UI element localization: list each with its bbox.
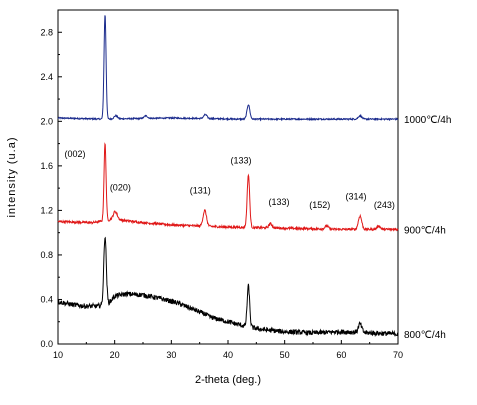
x-tick-label: 40 bbox=[223, 350, 233, 360]
series-line bbox=[57, 236, 399, 338]
y-tick-label: 2.0 bbox=[40, 116, 53, 126]
series-line bbox=[57, 15, 399, 122]
y-tick-label: 2.4 bbox=[40, 72, 53, 82]
y-tick-label: 0.8 bbox=[40, 250, 53, 260]
peak-annotation: (133) bbox=[268, 197, 289, 207]
x-axis: 10 20 30 40 50 60 70 bbox=[53, 340, 403, 360]
peak-annotation: (243) bbox=[374, 200, 395, 210]
x-axis-label: 2-theta (deg.) bbox=[195, 374, 261, 386]
y-tick-label: 1.6 bbox=[40, 161, 53, 171]
series-labels: 1000℃/4h 900℃/4h 800℃/4h bbox=[404, 115, 451, 341]
series-label: 1000℃/4h bbox=[404, 115, 451, 126]
y-tick-label: 1.2 bbox=[40, 205, 53, 215]
y-tick-label: 0.0 bbox=[40, 339, 53, 349]
x-tick-label: 50 bbox=[280, 350, 290, 360]
series-label: 900℃/4h bbox=[404, 225, 446, 236]
x-tick-label: 20 bbox=[110, 350, 120, 360]
annotation-layer: (002) (020) (131) (133) (133) (152) (314) (243) bbox=[64, 149, 394, 210]
x-tick-label: 30 bbox=[166, 350, 176, 360]
series-label: 800℃/4h bbox=[404, 330, 446, 341]
x-tick-label: 10 bbox=[53, 350, 63, 360]
peak-annotation: (152) bbox=[309, 200, 330, 210]
peak-annotation: (002) bbox=[64, 149, 85, 159]
peak-annotation: (133) bbox=[231, 156, 252, 166]
y-axis: 0.0 0.4 0.8 1.2 1.6 2.0 2.4 2.8 bbox=[40, 27, 62, 349]
y-tick-label: 0.4 bbox=[40, 294, 53, 304]
y-tick-label: 2.8 bbox=[40, 27, 53, 37]
series-line bbox=[57, 142, 399, 232]
peak-annotation: (314) bbox=[346, 191, 367, 201]
x-tick-label: 70 bbox=[393, 350, 403, 360]
peak-annotation: (020) bbox=[110, 182, 131, 192]
y-axis-label: intensity (u.a) bbox=[6, 136, 18, 217]
series-layer bbox=[57, 15, 399, 338]
plot-frame bbox=[57, 9, 399, 345]
x-tick-label: 60 bbox=[336, 350, 346, 360]
peak-annotation: (131) bbox=[190, 186, 211, 196]
